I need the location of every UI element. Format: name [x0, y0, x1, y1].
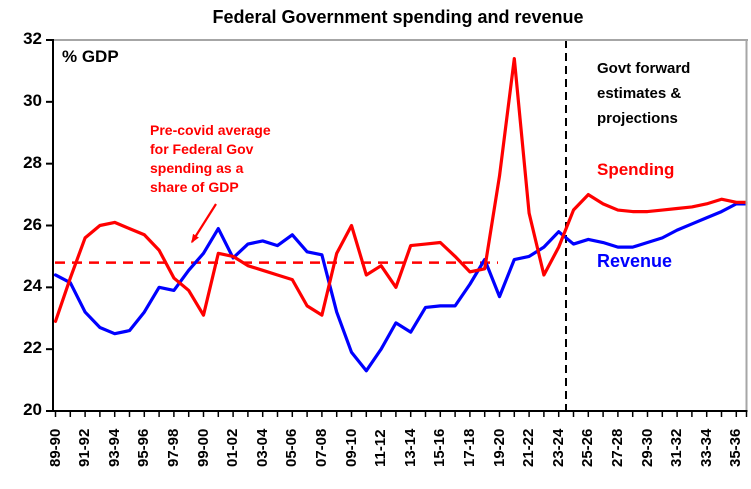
y-tick-label: 26 [23, 214, 42, 234]
x-tick-label: 31-32 [668, 428, 686, 467]
spending-series-label: Spending [597, 160, 675, 179]
y-tick-label: 28 [23, 152, 42, 172]
x-tick-label: 13-14 [401, 428, 419, 467]
y-tick-label: 30 [23, 90, 42, 110]
x-tick-label: 17-18 [460, 428, 478, 467]
x-tick-label: 33-34 [697, 428, 715, 467]
x-tick-label: 21-22 [520, 428, 538, 467]
x-tick-label: 23-24 [549, 428, 567, 467]
spending-line [53, 56, 748, 323]
x-tick-label: 27-28 [608, 428, 626, 467]
x-tick-label: 35-36 [727, 428, 745, 467]
x-tick-label: 97-98 [164, 428, 182, 467]
x-tick-label: 99-00 [194, 428, 212, 467]
x-tick-label: 89-90 [46, 428, 64, 467]
x-tick-label: 03-04 [253, 428, 271, 467]
y-tick-label: 24 [23, 276, 42, 296]
y-tick-label: 20 [23, 400, 42, 419]
x-tick-label: 05-06 [283, 428, 301, 467]
forward-estimates-note: Govt forward estimates & projections [597, 60, 691, 127]
precovid-average-annotation: Pre-covid average for Federal Gov spendi… [150, 122, 271, 195]
x-tick-label: 29-30 [638, 428, 656, 467]
x-tick-label: 91-92 [76, 428, 94, 467]
x-tick-label: 01-02 [224, 428, 242, 467]
x-tick-label: 19-20 [490, 428, 508, 467]
x-tick-label: 15-16 [431, 428, 449, 467]
x-tick-label: 25-26 [579, 428, 597, 467]
y-tick-label: 32 [23, 29, 42, 48]
y-axis-unit-label: % GDP [62, 47, 119, 66]
x-tick-label: 11-12 [372, 429, 390, 467]
y-tick-label: 22 [23, 338, 42, 358]
annotation-arrow [191, 203, 217, 244]
x-tick-label: 09-10 [342, 428, 360, 467]
x-tick-label: 93-94 [105, 428, 123, 467]
x-tick-label: 95-96 [135, 428, 153, 467]
chart-title: Federal Government spending and revenue [212, 7, 584, 27]
x-tick-label: 07-08 [312, 428, 330, 467]
revenue-series-label: Revenue [597, 251, 673, 271]
revenue-line [53, 202, 748, 373]
